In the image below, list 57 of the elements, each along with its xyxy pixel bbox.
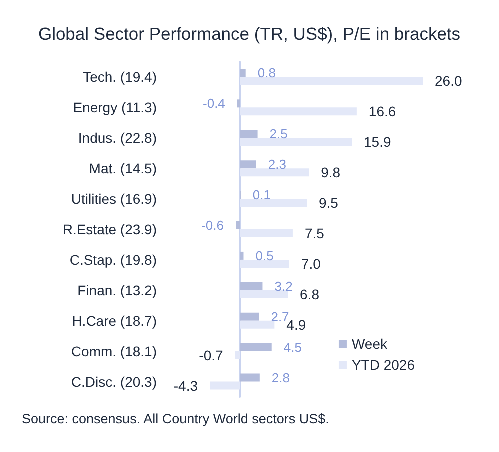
y-tick-label: Tech. (19.4) xyxy=(83,69,157,86)
bar xyxy=(240,168,310,177)
data-label: 15.9 xyxy=(364,134,392,150)
bar xyxy=(240,69,246,78)
data-label: 2.7 xyxy=(271,309,290,324)
y-tick-label: R.Estate (23.9) xyxy=(62,222,157,238)
bar xyxy=(240,160,256,169)
legend-label: Week xyxy=(352,336,388,352)
data-label: 4.9 xyxy=(286,316,306,333)
chart-title: Global Sector Performance (TR, US$), P/E in brackets xyxy=(38,24,461,44)
bar xyxy=(240,290,288,298)
data-label: 7.0 xyxy=(301,256,322,272)
bar xyxy=(235,351,240,360)
data-label: 9.8 xyxy=(321,164,341,181)
bar xyxy=(240,77,423,86)
data-label: -0.6 xyxy=(202,218,224,233)
y-tick-label: C.Disc. (20.3) xyxy=(71,374,157,390)
bar xyxy=(240,343,272,352)
bar xyxy=(240,320,275,329)
data-label: 0.5 xyxy=(256,248,274,264)
data-label: 0.8 xyxy=(258,66,276,81)
data-label: -0.4 xyxy=(203,96,226,112)
data-label: 26.0 xyxy=(435,73,462,90)
bar xyxy=(240,230,293,238)
y-tick-label: C.Stap. (19.8) xyxy=(70,252,157,268)
data-label: 2.3 xyxy=(268,157,286,172)
bar xyxy=(210,382,240,390)
source-note: Source: consensus. All Country World sectors US$. xyxy=(22,412,330,426)
data-label: -0.7 xyxy=(199,347,224,364)
data-label: -4.3 xyxy=(174,378,198,394)
y-tick-label: Utilities (16.9) xyxy=(71,191,157,208)
y-tick-label: Mat. (14.5) xyxy=(89,160,157,177)
bar xyxy=(236,222,240,230)
y-tick-label: H.Care (18.7) xyxy=(72,312,157,329)
data-label: 4.5 xyxy=(284,340,302,355)
bar xyxy=(240,199,308,208)
data-label: 3.2 xyxy=(274,278,293,294)
data-label: 2.5 xyxy=(270,126,288,142)
data-label: 7.5 xyxy=(304,226,325,242)
y-tick-label: Indus. (22.8) xyxy=(78,130,157,146)
y-tick-label: Finan. (13.2) xyxy=(78,282,157,298)
bar xyxy=(240,282,263,290)
y-tick-label: Comm. (18.1) xyxy=(71,343,157,360)
bar xyxy=(240,260,290,268)
bar xyxy=(240,138,352,146)
bar xyxy=(240,374,260,382)
bar xyxy=(240,312,260,321)
data-label: 9.5 xyxy=(319,195,339,212)
bar xyxy=(240,130,258,138)
bar xyxy=(240,252,244,260)
y-tick-label: Energy (11.3) xyxy=(73,100,157,116)
data-label: 0.1 xyxy=(252,188,272,203)
data-label: 2.8 xyxy=(272,370,290,386)
data-label: 6.8 xyxy=(300,286,320,302)
data-label: 16.6 xyxy=(368,104,396,120)
legend-label: YTD 2026 xyxy=(352,357,416,373)
bar xyxy=(240,108,357,116)
